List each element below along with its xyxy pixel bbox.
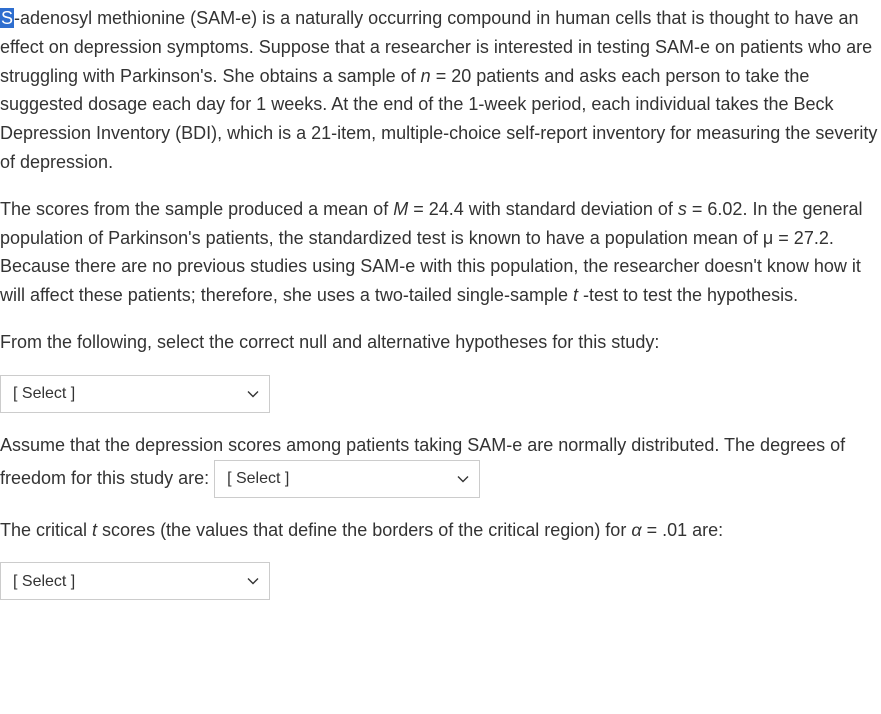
prompt-critical-t: The critical t scores (the values that d… [0, 516, 879, 545]
text-span: = 24.4 with standard deviation of [408, 199, 678, 219]
text-span: The scores from the sample produced a me… [0, 199, 393, 219]
select-placeholder: [ Select ] [13, 569, 75, 595]
variable-m: M [393, 199, 408, 219]
highlight-letter: S [0, 8, 14, 28]
text-span: -test to test the hypothesis. [583, 285, 798, 305]
variable-alpha: α [631, 520, 641, 540]
variable-s: s [678, 199, 687, 219]
chevron-down-icon [457, 475, 469, 483]
prompt-hypotheses: From the following, select the correct n… [0, 328, 879, 357]
select-placeholder: [ Select ] [227, 466, 289, 492]
text-span: The critical [0, 520, 92, 540]
text-span: scores (the values that define the borde… [97, 520, 631, 540]
paragraph-intro: S-adenosyl methionine (SAM-e) is a natur… [0, 4, 879, 177]
variable-n: n [421, 66, 431, 86]
chevron-down-icon [247, 390, 259, 398]
select-row-hypotheses: [ Select ] [0, 375, 879, 413]
select-placeholder: [ Select ] [13, 381, 75, 407]
select-critical-t[interactable]: [ Select ] [0, 562, 270, 600]
paragraph-scores: The scores from the sample produced a me… [0, 195, 879, 310]
chevron-down-icon [247, 577, 259, 585]
variable-t: t [573, 285, 583, 305]
question-body: S-adenosyl methionine (SAM-e) is a natur… [0, 0, 881, 638]
select-row-critical-t: [ Select ] [0, 562, 879, 600]
select-hypotheses[interactable]: [ Select ] [0, 375, 270, 413]
select-degrees-of-freedom[interactable]: [ Select ] [214, 460, 480, 498]
prompt-df: Assume that the depression scores among … [0, 431, 879, 498]
text-span: = .01 are: [642, 520, 724, 540]
